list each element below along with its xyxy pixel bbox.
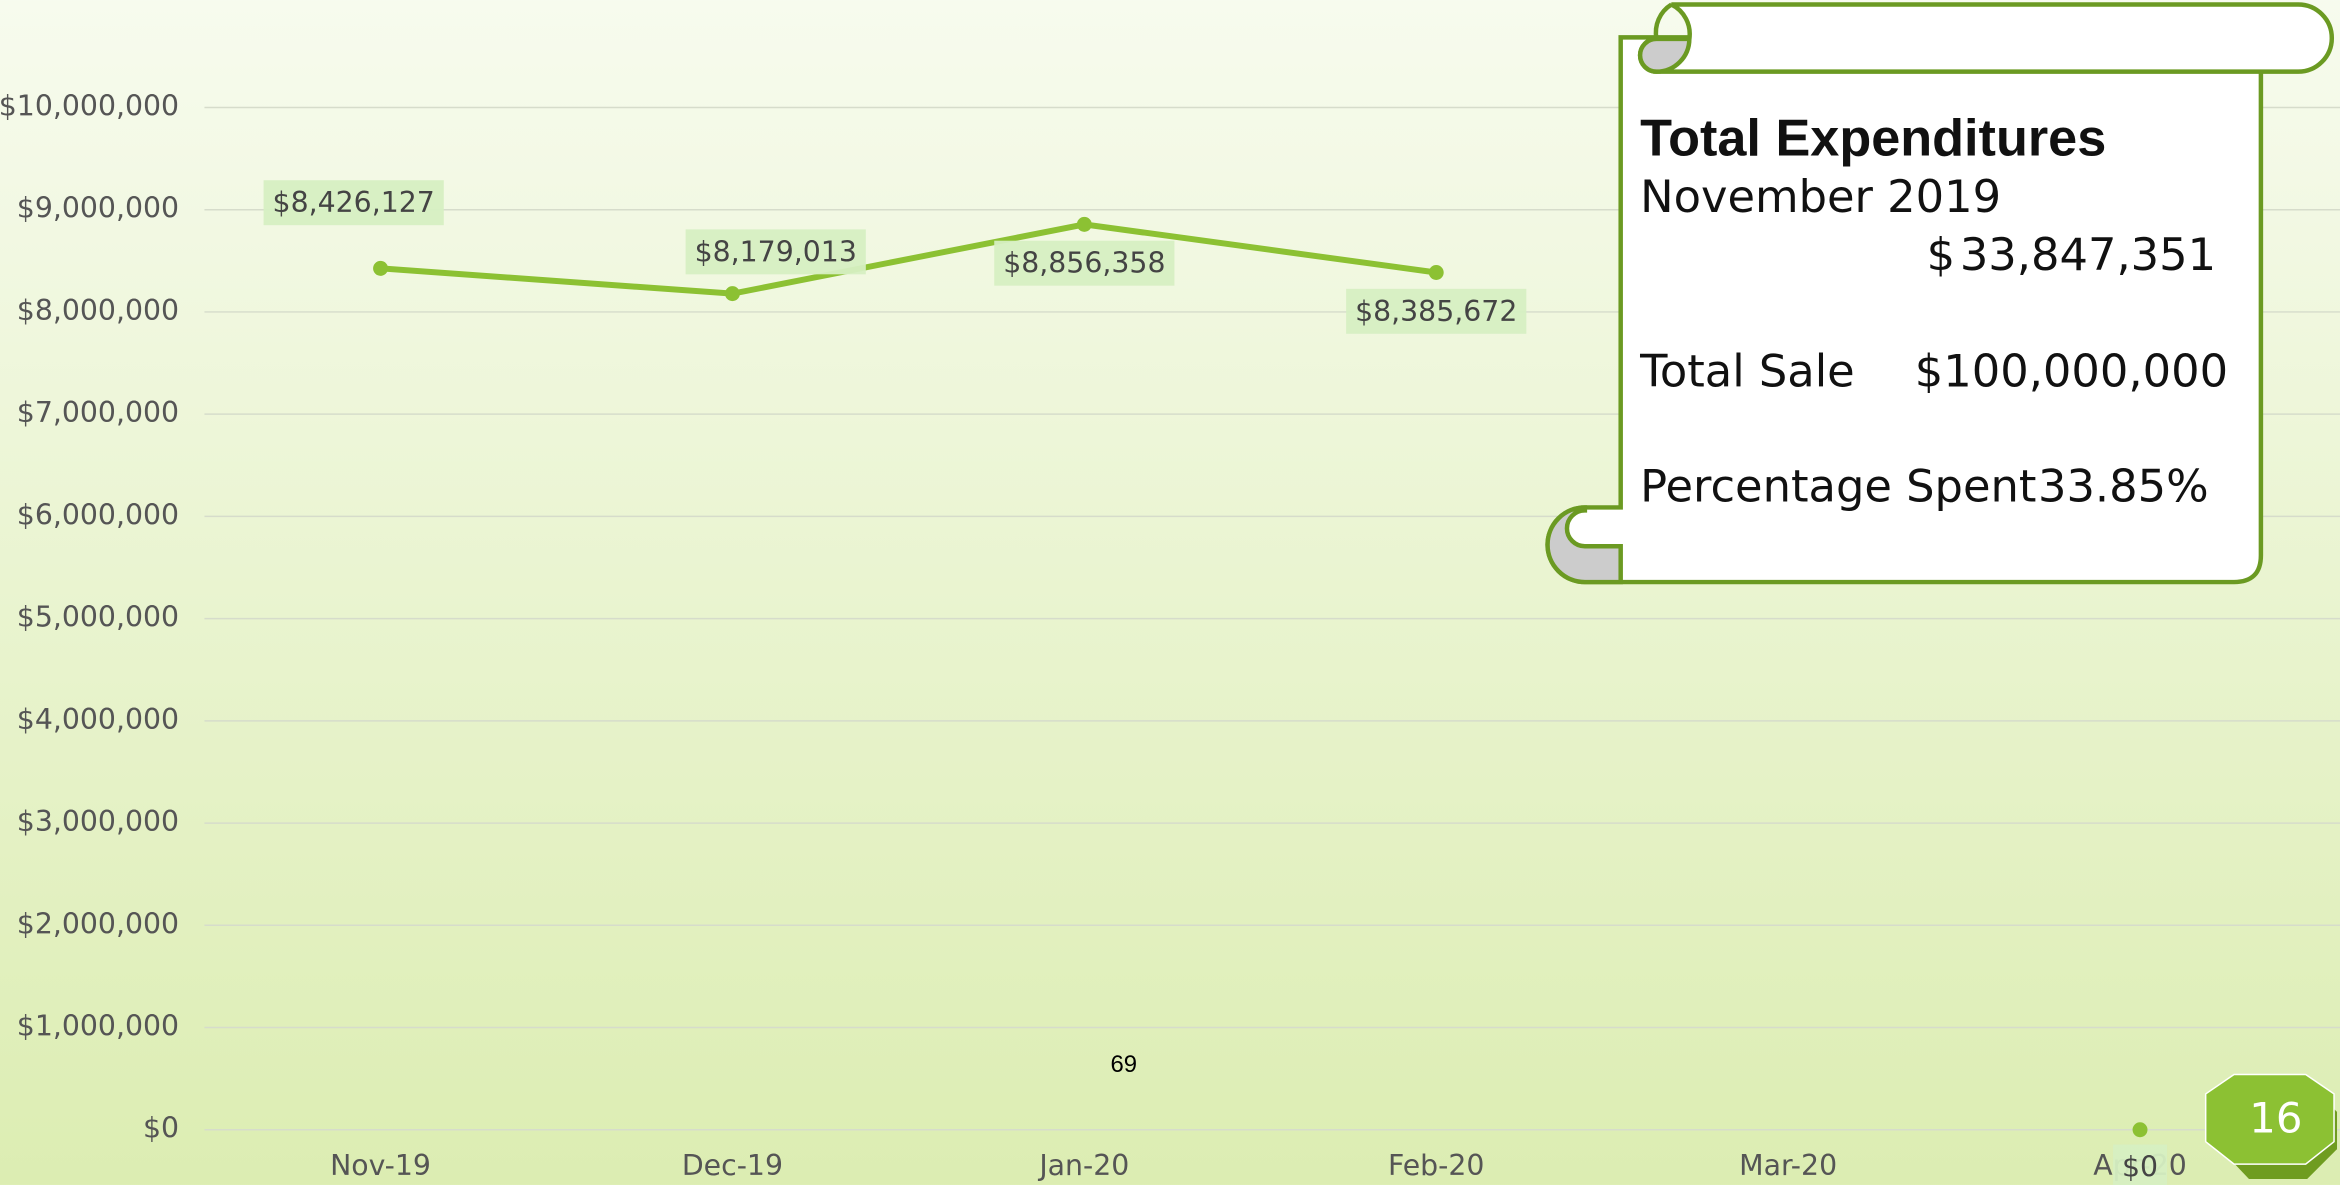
x-tick-label: Feb-20 <box>1388 1149 1484 1182</box>
x-tick-label: Jan-20 <box>1037 1149 1129 1182</box>
line <box>380 221 1437 297</box>
callout-title: Total Expenditures <box>1640 110 2106 168</box>
callout-sale-label: Total Sale <box>1639 345 1855 398</box>
y-tick-label: $2,000,000 <box>17 907 179 940</box>
data-label: $8,179,013 <box>695 235 857 268</box>
data-label-group: $8,426,127 <box>263 180 444 226</box>
y-tick-label: $5,000,000 <box>17 601 179 634</box>
point <box>724 286 740 302</box>
scroll-line <box>1653 2 1673 40</box>
data-label: $8,856,358 <box>1003 247 1165 280</box>
data-label-group: $8,179,013 <box>685 229 866 275</box>
y-tick-label: $4,000,000 <box>17 703 179 736</box>
scroll-curl <box>1545 505 1623 585</box>
data-label-group: $8,385,672 <box>1346 288 1527 334</box>
data-label-bg <box>1346 288 1527 334</box>
data-label-bg <box>994 240 1175 286</box>
y-tick-label: $8,000,000 <box>17 294 179 327</box>
data-label: $0 <box>2122 1151 2158 1184</box>
data-label-bg <box>2113 1144 2168 1185</box>
callout-pct: 33.85% <box>2038 460 2209 513</box>
y-tick-label: $3,000,000 <box>17 805 179 838</box>
point <box>373 260 389 276</box>
data-label: $8,426,127 <box>273 186 435 219</box>
data-label-bg <box>685 229 866 275</box>
badge <box>2204 1073 2335 1165</box>
point <box>1428 265 1444 280</box>
x-tick-label: Nov-19 <box>330 1149 431 1182</box>
x-tick-label: Mar-20 <box>1739 1149 1837 1182</box>
y-tick-label: $7,000,000 <box>17 396 179 429</box>
data-label-bg <box>263 180 444 226</box>
point <box>2132 1122 2148 1138</box>
data-label-group: $0 <box>2113 1144 2168 1185</box>
annotation: 69 <box>1110 1051 1137 1078</box>
y-tick-label: $9,000,000 <box>17 192 179 225</box>
scroll-top <box>1637 2 2335 74</box>
slide-number-badge: 16 <box>2204 1073 2338 1179</box>
x-tick-label: Dec-19 <box>682 1149 783 1182</box>
point <box>1076 216 1092 232</box>
callout-total: 33,847,351 <box>1960 228 2216 281</box>
y-tick-label: $10,000,000 <box>0 89 179 122</box>
y-tick-label: $1,000,000 <box>17 1010 179 1043</box>
callout-pct-label: Percentage Spent <box>1640 460 2036 513</box>
slide-number: 16 <box>2249 1093 2302 1142</box>
callout: Total Expenditures November 2019 $ 33,84… <box>1545 2 2335 585</box>
callout-period: November 2019 <box>1640 170 2001 223</box>
data-label-group: $8,856,358 <box>994 240 1175 286</box>
callout-currency: $ <box>1927 228 1955 281</box>
plot: $0 $1,000,000 $2,000,000 $3,000,000 $4,000,0… <box>0 89 2340 1185</box>
callout-sale: $100,000,000 <box>1915 345 2228 398</box>
y-tick-label: $0 <box>143 1112 179 1145</box>
data-label: $8,385,672 <box>1355 295 1517 328</box>
scroll-top-curl <box>1637 36 1692 74</box>
y-tick-label: $6,000,000 <box>17 498 179 531</box>
